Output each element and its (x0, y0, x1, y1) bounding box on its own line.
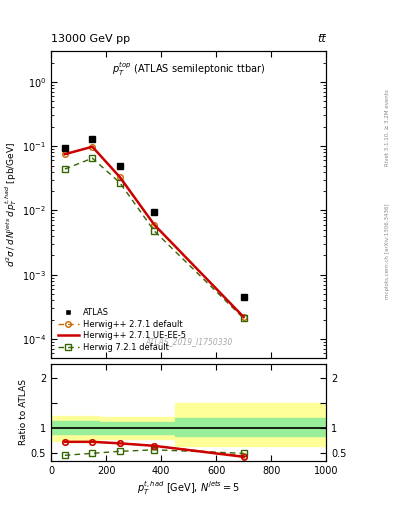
Y-axis label: $d^2\sigma\,/\,d\,N^{jets}\,d\,p_T^{t,had}$ [pb/GeV]: $d^2\sigma\,/\,d\,N^{jets}\,d\,p_T^{t,ha… (4, 142, 19, 267)
Text: $p_T^{top}$ (ATLAS semileptonic ttbar): $p_T^{top}$ (ATLAS semileptonic ttbar) (112, 60, 265, 78)
Text: tt̅: tt̅ (318, 33, 326, 44)
Text: 13000 GeV pp: 13000 GeV pp (51, 33, 130, 44)
Text: Rivet 3.1.10, ≥ 3.2M events: Rivet 3.1.10, ≥ 3.2M events (385, 90, 389, 166)
Text: mcplots.cern.ch [arXiv:1306.3436]: mcplots.cern.ch [arXiv:1306.3436] (385, 203, 389, 298)
X-axis label: $p_T^{t,had}$ [GeV], $N^{jets} = 5$: $p_T^{t,had}$ [GeV], $N^{jets} = 5$ (137, 480, 240, 497)
Legend: ATLAS, Herwig++ 2.7.1 default, Herwig++ 2.7.1 UE-EE-5, Herwig 7.2.1 default: ATLAS, Herwig++ 2.7.1 default, Herwig++ … (55, 306, 188, 354)
Y-axis label: Ratio to ATLAS: Ratio to ATLAS (19, 379, 28, 445)
Text: ATLAS_2019_I1750330: ATLAS_2019_I1750330 (145, 337, 232, 346)
